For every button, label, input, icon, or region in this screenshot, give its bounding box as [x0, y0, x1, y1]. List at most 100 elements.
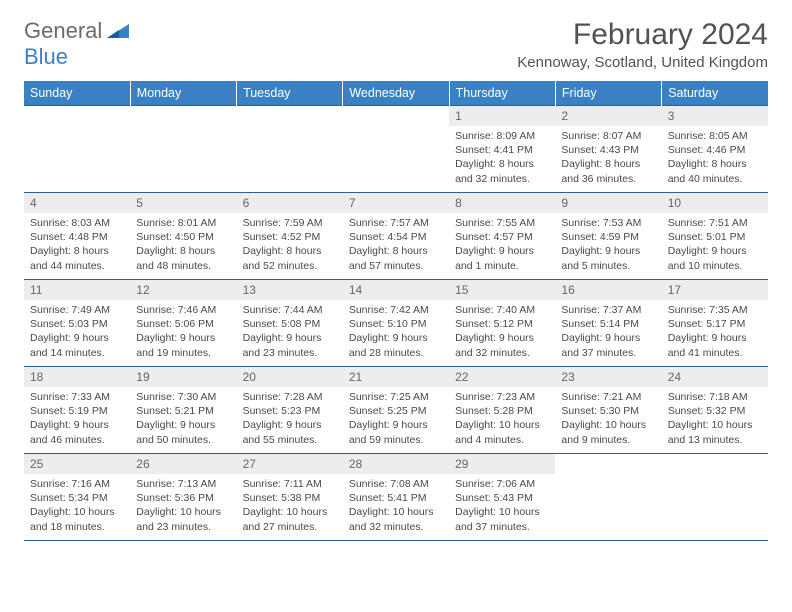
col-saturday: Saturday — [662, 81, 768, 106]
day-details: Sunrise: 7:46 AMSunset: 5:06 PMDaylight:… — [130, 300, 236, 364]
day-number: 17 — [662, 280, 768, 300]
day-details: Sunrise: 7:51 AMSunset: 5:01 PMDaylight:… — [662, 213, 768, 277]
day-number: 11 — [24, 280, 130, 300]
day-number: 18 — [24, 367, 130, 387]
day-number: 14 — [343, 280, 449, 300]
calendar-day-cell: 6Sunrise: 7:59 AMSunset: 4:52 PMDaylight… — [237, 193, 343, 280]
day-details: Sunrise: 7:49 AMSunset: 5:03 PMDaylight:… — [24, 300, 130, 364]
day-details: Sunrise: 7:21 AMSunset: 5:30 PMDaylight:… — [555, 387, 661, 451]
day-number: 9 — [555, 193, 661, 213]
weekday-header-row: Sunday Monday Tuesday Wednesday Thursday… — [24, 81, 768, 106]
calendar-day-cell: 10Sunrise: 7:51 AMSunset: 5:01 PMDayligh… — [662, 193, 768, 280]
calendar-day-cell: 29Sunrise: 7:06 AMSunset: 5:43 PMDayligh… — [449, 454, 555, 541]
calendar-day-cell: 23Sunrise: 7:21 AMSunset: 5:30 PMDayligh… — [555, 367, 661, 454]
calendar-day-cell: 12Sunrise: 7:46 AMSunset: 5:06 PMDayligh… — [130, 280, 236, 367]
calendar-day-cell: 8Sunrise: 7:55 AMSunset: 4:57 PMDaylight… — [449, 193, 555, 280]
calendar-day-cell — [343, 106, 449, 193]
day-number: 26 — [130, 454, 236, 474]
day-number: 28 — [343, 454, 449, 474]
calendar-day-cell: 18Sunrise: 7:33 AMSunset: 5:19 PMDayligh… — [24, 367, 130, 454]
calendar-week-row: 1Sunrise: 8:09 AMSunset: 4:41 PMDaylight… — [24, 106, 768, 193]
logo-triangle-icon — [107, 24, 129, 38]
day-number: 2 — [555, 106, 661, 126]
calendar-day-cell: 20Sunrise: 7:28 AMSunset: 5:23 PMDayligh… — [237, 367, 343, 454]
calendar-day-cell: 1Sunrise: 8:09 AMSunset: 4:41 PMDaylight… — [449, 106, 555, 193]
day-number: 1 — [449, 106, 555, 126]
day-number: 25 — [24, 454, 130, 474]
day-number: 7 — [343, 193, 449, 213]
day-number: 13 — [237, 280, 343, 300]
day-number: 20 — [237, 367, 343, 387]
calendar-day-cell: 13Sunrise: 7:44 AMSunset: 5:08 PMDayligh… — [237, 280, 343, 367]
calendar-day-cell — [662, 454, 768, 541]
logo-word-1: General — [24, 18, 102, 43]
day-details: Sunrise: 7:25 AMSunset: 5:25 PMDaylight:… — [343, 387, 449, 451]
calendar-day-cell: 3Sunrise: 8:05 AMSunset: 4:46 PMDaylight… — [662, 106, 768, 193]
day-details: Sunrise: 7:06 AMSunset: 5:43 PMDaylight:… — [449, 474, 555, 538]
day-details: Sunrise: 8:07 AMSunset: 4:43 PMDaylight:… — [555, 126, 661, 190]
calendar-body: 1Sunrise: 8:09 AMSunset: 4:41 PMDaylight… — [24, 106, 768, 541]
calendar-week-row: 11Sunrise: 7:49 AMSunset: 5:03 PMDayligh… — [24, 280, 768, 367]
calendar-day-cell: 14Sunrise: 7:42 AMSunset: 5:10 PMDayligh… — [343, 280, 449, 367]
calendar-day-cell: 7Sunrise: 7:57 AMSunset: 4:54 PMDaylight… — [343, 193, 449, 280]
day-number: 27 — [237, 454, 343, 474]
day-details: Sunrise: 7:57 AMSunset: 4:54 PMDaylight:… — [343, 213, 449, 277]
logo: General Blue — [24, 18, 129, 70]
calendar-day-cell: 2Sunrise: 8:07 AMSunset: 4:43 PMDaylight… — [555, 106, 661, 193]
day-number: 6 — [237, 193, 343, 213]
calendar-day-cell: 26Sunrise: 7:13 AMSunset: 5:36 PMDayligh… — [130, 454, 236, 541]
calendar-day-cell — [130, 106, 236, 193]
calendar-day-cell: 4Sunrise: 8:03 AMSunset: 4:48 PMDaylight… — [24, 193, 130, 280]
day-number: 21 — [343, 367, 449, 387]
day-number: 15 — [449, 280, 555, 300]
calendar-week-row: 18Sunrise: 7:33 AMSunset: 5:19 PMDayligh… — [24, 367, 768, 454]
day-details: Sunrise: 8:09 AMSunset: 4:41 PMDaylight:… — [449, 126, 555, 190]
calendar-day-cell: 15Sunrise: 7:40 AMSunset: 5:12 PMDayligh… — [449, 280, 555, 367]
day-details: Sunrise: 7:44 AMSunset: 5:08 PMDaylight:… — [237, 300, 343, 364]
calendar-week-row: 25Sunrise: 7:16 AMSunset: 5:34 PMDayligh… — [24, 454, 768, 541]
day-number: 24 — [662, 367, 768, 387]
day-number: 5 — [130, 193, 236, 213]
calendar-day-cell: 27Sunrise: 7:11 AMSunset: 5:38 PMDayligh… — [237, 454, 343, 541]
day-details: Sunrise: 7:13 AMSunset: 5:36 PMDaylight:… — [130, 474, 236, 538]
day-details: Sunrise: 7:23 AMSunset: 5:28 PMDaylight:… — [449, 387, 555, 451]
day-details: Sunrise: 7:55 AMSunset: 4:57 PMDaylight:… — [449, 213, 555, 277]
day-details: Sunrise: 7:18 AMSunset: 5:32 PMDaylight:… — [662, 387, 768, 451]
calendar-day-cell: 17Sunrise: 7:35 AMSunset: 5:17 PMDayligh… — [662, 280, 768, 367]
day-number: 4 — [24, 193, 130, 213]
day-number: 3 — [662, 106, 768, 126]
col-tuesday: Tuesday — [237, 81, 343, 106]
calendar-day-cell: 24Sunrise: 7:18 AMSunset: 5:32 PMDayligh… — [662, 367, 768, 454]
calendar-day-cell: 21Sunrise: 7:25 AMSunset: 5:25 PMDayligh… — [343, 367, 449, 454]
day-details: Sunrise: 7:42 AMSunset: 5:10 PMDaylight:… — [343, 300, 449, 364]
day-details: Sunrise: 8:05 AMSunset: 4:46 PMDaylight:… — [662, 126, 768, 190]
col-thursday: Thursday — [449, 81, 555, 106]
calendar-day-cell — [555, 454, 661, 541]
calendar-day-cell: 5Sunrise: 8:01 AMSunset: 4:50 PMDaylight… — [130, 193, 236, 280]
day-details: Sunrise: 7:33 AMSunset: 5:19 PMDaylight:… — [24, 387, 130, 451]
day-details: Sunrise: 7:53 AMSunset: 4:59 PMDaylight:… — [555, 213, 661, 277]
calendar-day-cell: 16Sunrise: 7:37 AMSunset: 5:14 PMDayligh… — [555, 280, 661, 367]
col-friday: Friday — [555, 81, 661, 106]
day-number: 29 — [449, 454, 555, 474]
day-number: 19 — [130, 367, 236, 387]
calendar-day-cell: 19Sunrise: 7:30 AMSunset: 5:21 PMDayligh… — [130, 367, 236, 454]
day-details: Sunrise: 7:37 AMSunset: 5:14 PMDaylight:… — [555, 300, 661, 364]
day-details: Sunrise: 8:03 AMSunset: 4:48 PMDaylight:… — [24, 213, 130, 277]
calendar-day-cell: 22Sunrise: 7:23 AMSunset: 5:28 PMDayligh… — [449, 367, 555, 454]
calendar-week-row: 4Sunrise: 8:03 AMSunset: 4:48 PMDaylight… — [24, 193, 768, 280]
calendar-day-cell — [24, 106, 130, 193]
calendar-day-cell — [237, 106, 343, 193]
day-number: 12 — [130, 280, 236, 300]
calendar-table: Sunday Monday Tuesday Wednesday Thursday… — [24, 81, 768, 541]
logo-word-2: Blue — [24, 44, 68, 69]
calendar-day-cell: 28Sunrise: 7:08 AMSunset: 5:41 PMDayligh… — [343, 454, 449, 541]
day-number: 16 — [555, 280, 661, 300]
col-wednesday: Wednesday — [343, 81, 449, 106]
col-monday: Monday — [130, 81, 236, 106]
day-details: Sunrise: 7:59 AMSunset: 4:52 PMDaylight:… — [237, 213, 343, 277]
logo-text: General Blue — [24, 18, 129, 70]
day-number: 23 — [555, 367, 661, 387]
day-details: Sunrise: 8:01 AMSunset: 4:50 PMDaylight:… — [130, 213, 236, 277]
day-details: Sunrise: 7:16 AMSunset: 5:34 PMDaylight:… — [24, 474, 130, 538]
